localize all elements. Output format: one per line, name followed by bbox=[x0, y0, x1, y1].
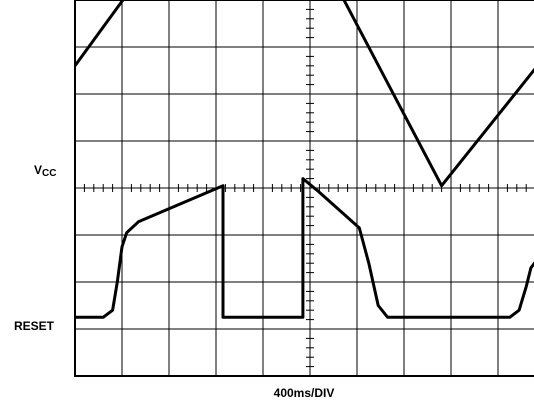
graticule bbox=[74, 0, 534, 377]
channel-label-reset: RESET bbox=[14, 319, 55, 333]
traces bbox=[73, 0, 534, 319]
channel-label-vcc: VCC bbox=[34, 163, 56, 179]
reset-trace bbox=[75, 177, 534, 319]
channel-label-vcc-main: V bbox=[34, 163, 42, 177]
channel-label-vcc-sub: CC bbox=[42, 168, 56, 179]
x-axis-label: 400ms/DIV bbox=[274, 386, 335, 400]
channel-label-reset-main: RESET bbox=[14, 319, 55, 333]
vcc-trace bbox=[73, 0, 534, 188]
